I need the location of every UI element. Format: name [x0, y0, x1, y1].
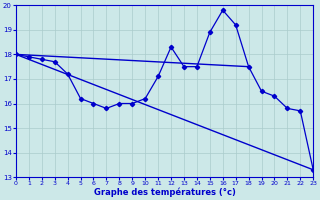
X-axis label: Graphe des températures (°c): Graphe des températures (°c): [94, 188, 236, 197]
